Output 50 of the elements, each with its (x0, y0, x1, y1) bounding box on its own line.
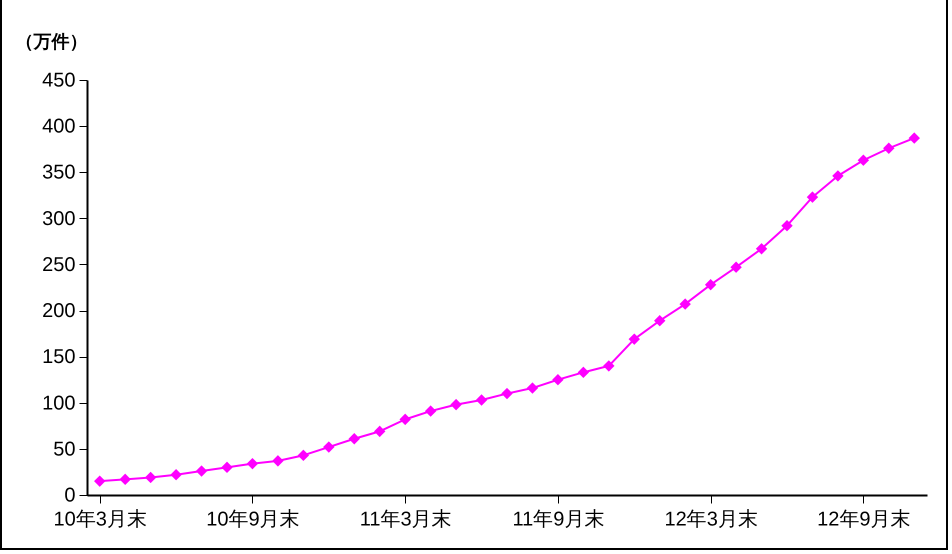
y-axis-title: （万件） (16, 32, 88, 52)
x-tick-label: 11年9月末 (512, 508, 604, 530)
x-tick-label: 11年3月末 (360, 508, 452, 530)
x-tick-label: 10年9月末 (206, 508, 300, 530)
point (221, 462, 233, 474)
point (450, 398, 462, 410)
point (781, 220, 793, 232)
x-tick-label: 12年9月末 (817, 508, 911, 530)
point (526, 382, 538, 394)
y-tick-label: 200 (42, 300, 76, 322)
point (578, 366, 590, 378)
point (94, 475, 106, 487)
y-tick-label: 400 (42, 116, 76, 138)
y-tick-label: 50 (53, 438, 76, 460)
point (908, 132, 920, 144)
point (654, 315, 666, 326)
point (858, 154, 870, 166)
y-tick-label: 150 (42, 346, 76, 368)
y-tick-label: 0 (64, 484, 76, 506)
point (501, 388, 513, 400)
y-tick-label: 300 (42, 208, 76, 230)
point (603, 360, 615, 372)
point (679, 298, 691, 310)
point (806, 191, 818, 203)
point (170, 469, 182, 480)
point (272, 455, 284, 467)
point (246, 458, 258, 470)
point (476, 394, 488, 406)
point (119, 474, 131, 486)
point (883, 142, 895, 154)
point (424, 405, 436, 417)
point (144, 472, 156, 484)
point (323, 441, 335, 453)
y-tick-label: 350 (42, 162, 76, 184)
x-tick-label: 12年3月末 (664, 508, 758, 530)
point (348, 433, 360, 444)
point (552, 374, 564, 386)
point (756, 243, 768, 254)
point (196, 465, 208, 477)
y-tick-label: 100 (42, 392, 76, 414)
y-tick-label: 450 (42, 70, 76, 92)
y-tick-label: 250 (42, 254, 76, 276)
point (298, 450, 310, 462)
point (399, 414, 411, 426)
point (730, 262, 742, 273)
point (628, 333, 640, 345)
point (704, 279, 716, 290)
point (832, 170, 844, 182)
x-tick-label: 10年3月末 (54, 508, 147, 530)
point (374, 426, 386, 438)
